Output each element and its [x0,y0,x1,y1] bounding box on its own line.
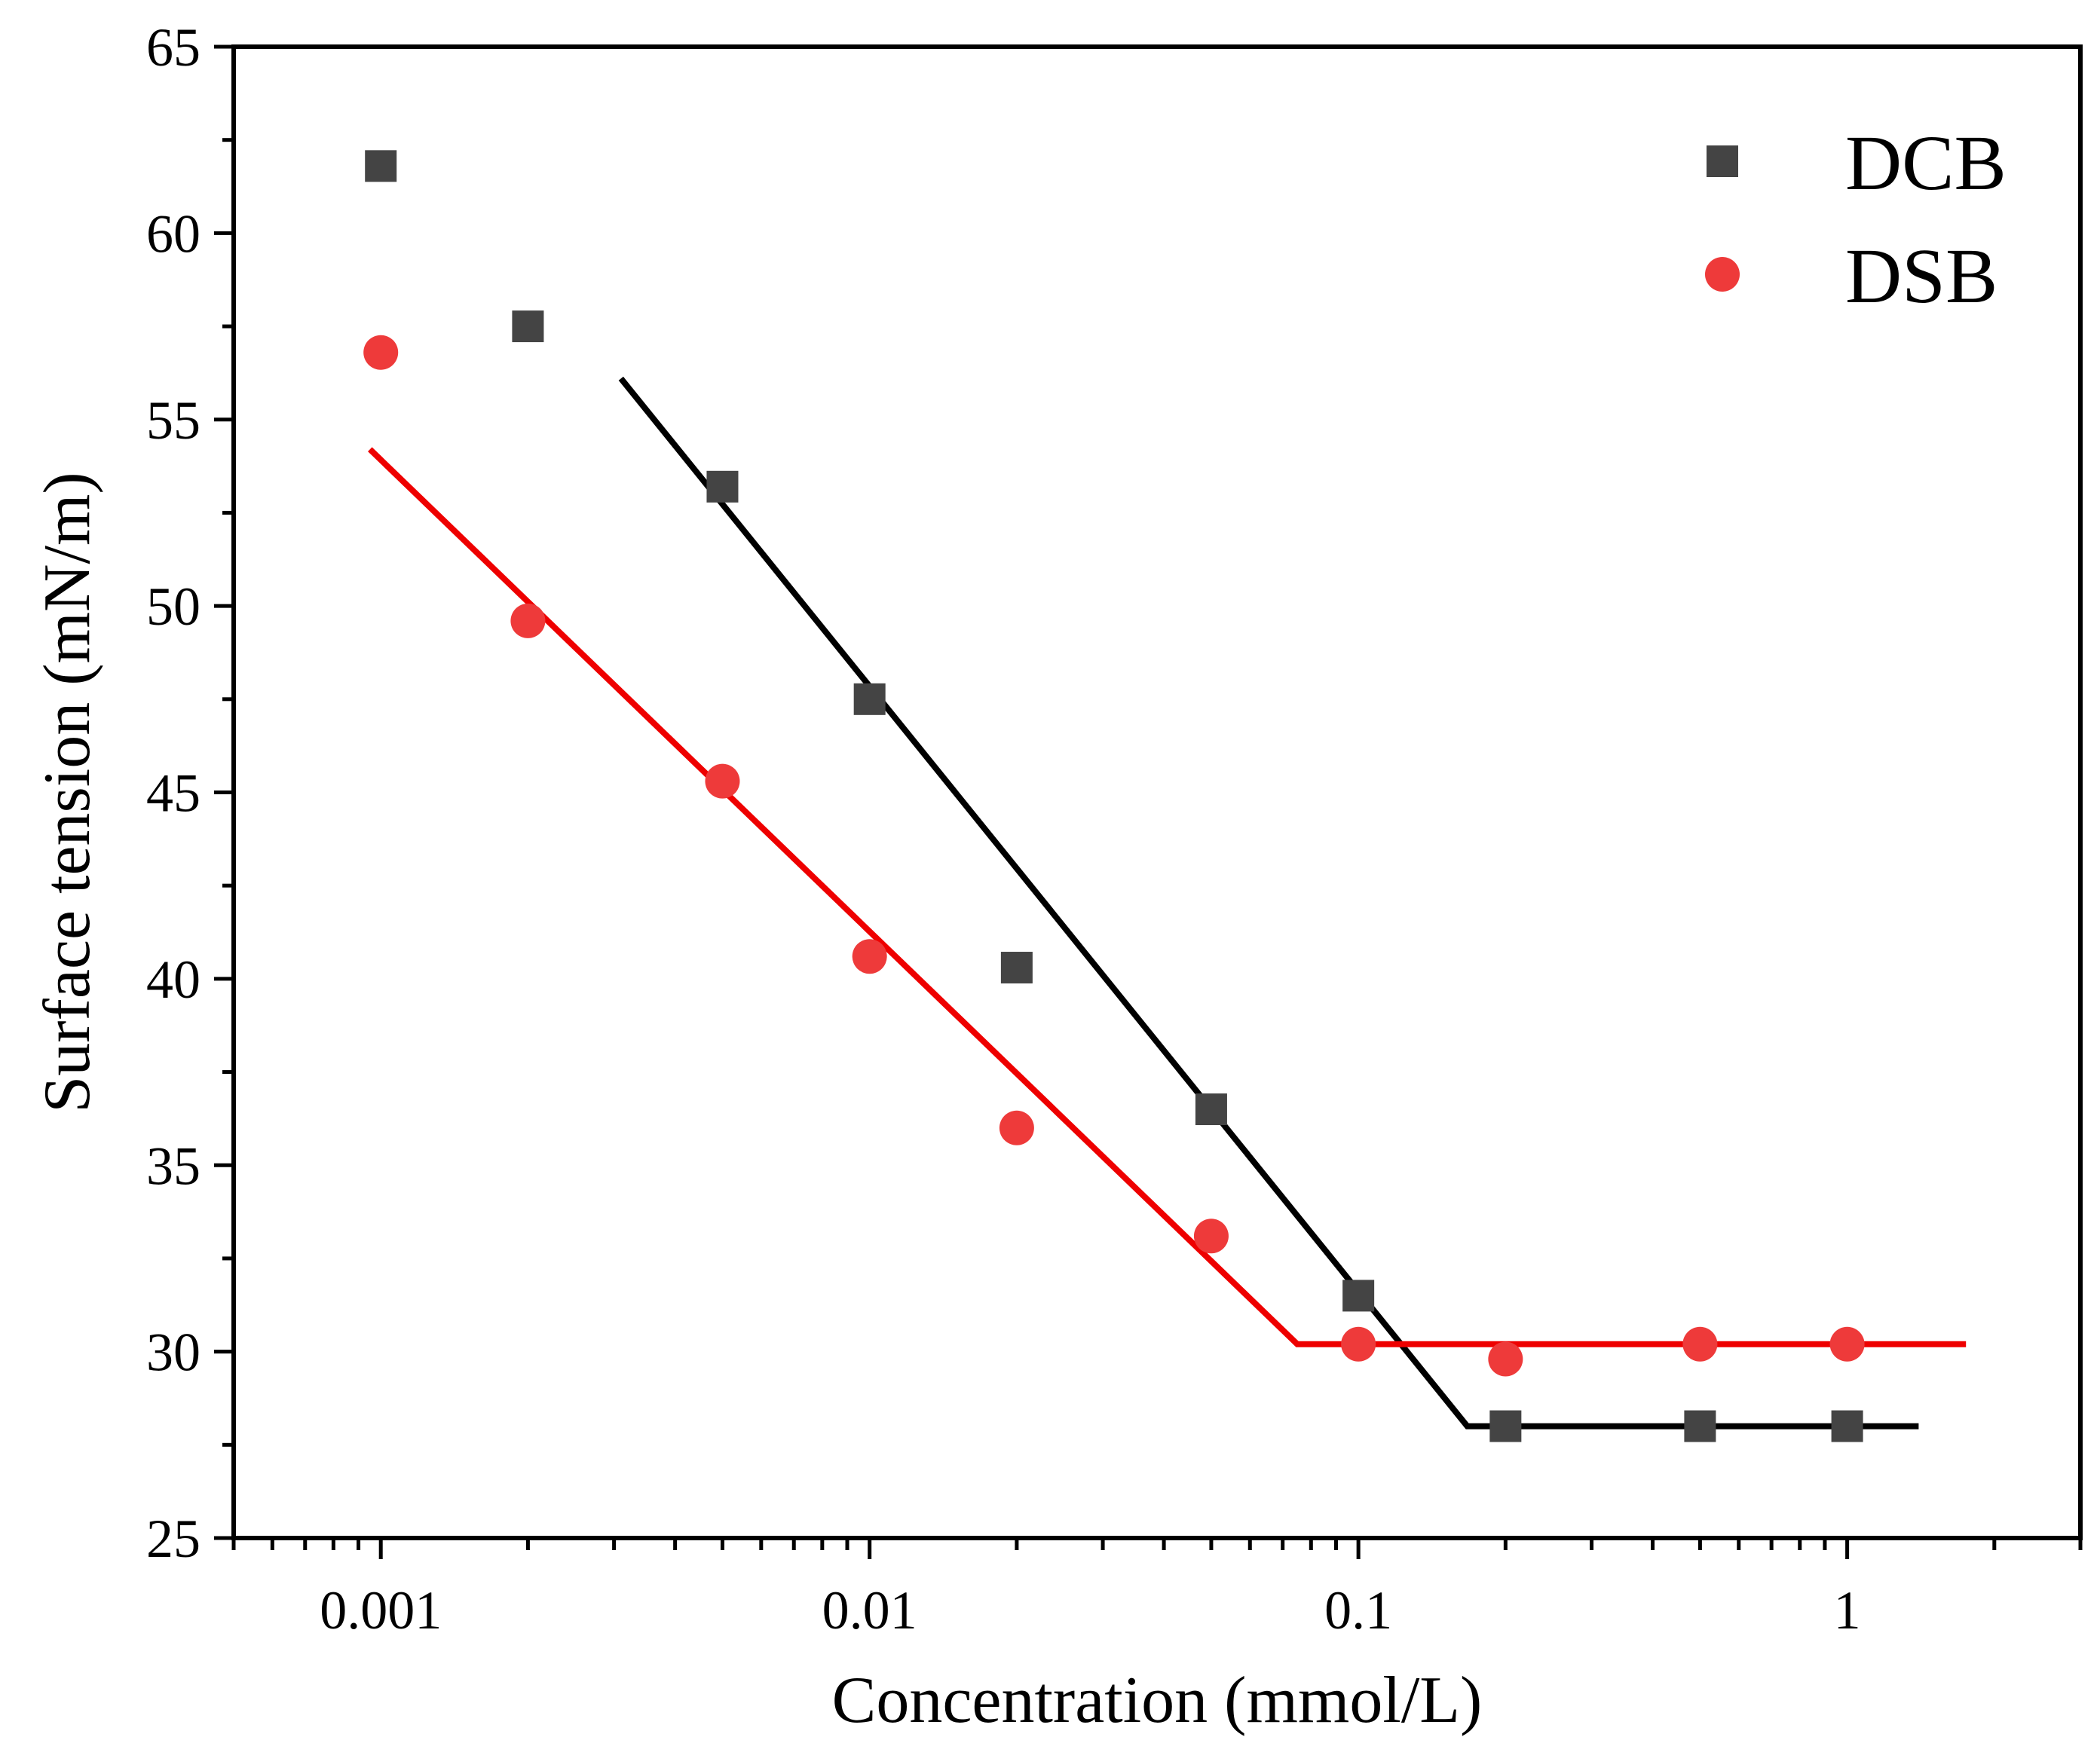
data-point-dcb [512,310,544,343]
data-point-dcb [1342,1280,1375,1312]
y-tick-label: 45 [146,763,201,824]
x-tick-label: 0.1 [1324,1580,1392,1641]
legend-label-dcb: DCB [1845,120,2007,206]
legend-label-dsb: DSB [1845,233,1997,320]
legend: DCB DSB [1705,120,2007,320]
data-point-dsb [1193,1219,1229,1254]
fit-line-dsb [368,447,1967,1347]
x-axis-title: Concentration (mmol/L) [832,1664,1483,1737]
x-tick-label: 1 [1834,1580,1861,1641]
data-point-dsb [510,603,546,638]
data-point-dcb [1489,1410,1522,1442]
data-point-dsb [1682,1326,1718,1362]
y-tick-label: 50 [146,576,201,637]
data-point-dcb [1831,1410,1863,1442]
data-point-dcb [1000,952,1033,984]
y-tick-label: 35 [146,1136,201,1196]
legend-marker-dcb [1707,145,1738,177]
y-tick-label: 65 [146,17,201,78]
y-tick-label: 30 [146,1323,201,1383]
y-tick-label: 55 [146,390,201,451]
plot-area [363,150,1967,1442]
data-point-dsb [999,1110,1034,1145]
data-point-dsb [852,939,887,974]
data-point-dcb [853,683,886,715]
data-point-dcb [706,470,739,503]
data-point-dsb [363,335,399,370]
data-point-dcb [365,150,397,182]
y-tick-label: 60 [146,203,201,264]
axes: 25 30 35 40 45 50 55 60 65 0.001 0.01 0.1 1 Concentra… [31,17,2083,1737]
data-point-dsb [1488,1341,1523,1377]
x-tick-label: 0.001 [320,1580,442,1641]
data-point-dcb [1195,1093,1227,1126]
fit-line-dcb [618,376,1919,1430]
legend-marker-dsb [1705,257,1740,292]
data-point-dsb [1341,1326,1376,1362]
x-tick-label: 0.01 [822,1580,917,1641]
y-tick-label: 40 [146,950,201,1010]
data-point-dcb [1684,1410,1716,1442]
y-axis-title: Surface tension (mN/m) [31,472,104,1112]
data-point-dsb [1829,1326,1865,1362]
data-point-dsb [705,763,740,799]
y-tick-label: 25 [146,1509,201,1569]
